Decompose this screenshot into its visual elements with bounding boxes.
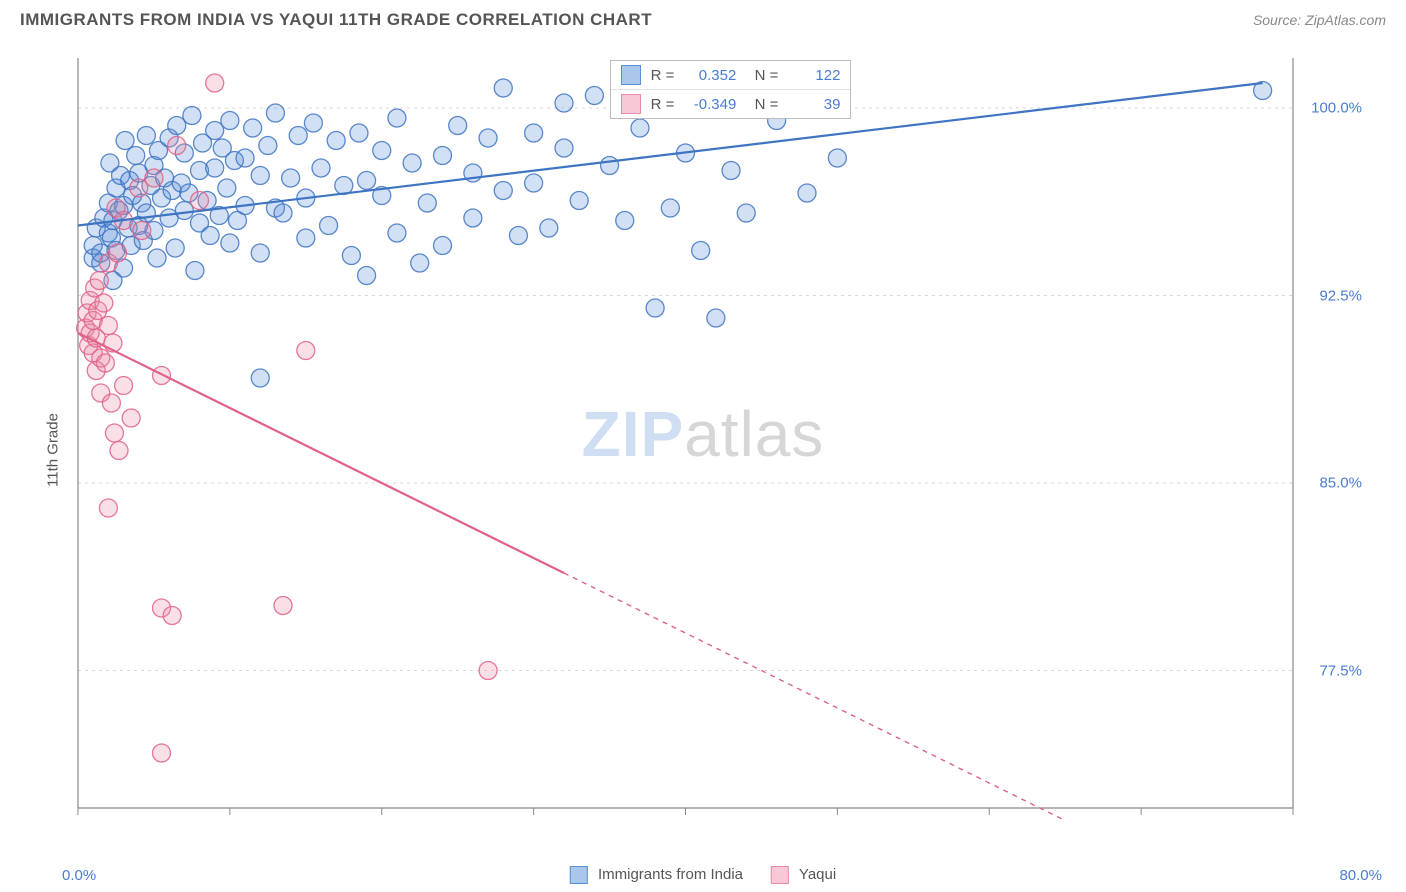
x-axis-min-label: 0.0% — [62, 867, 96, 884]
legend-label-india: Immigrants from India — [598, 866, 743, 883]
stat-n-value: 39 — [788, 96, 840, 113]
stat-swatch — [621, 65, 641, 85]
legend-item-yaqui: Yaqui — [771, 866, 836, 884]
stat-row: R = -0.349 N = 39 — [611, 89, 851, 118]
chart-title: IMMIGRANTS FROM INDIA VS YAQUI 11TH GRAD… — [20, 10, 652, 30]
legend-label-yaqui: Yaqui — [799, 866, 836, 883]
source-attribution: Source: ZipAtlas.com — [1253, 12, 1386, 28]
legend-swatch-yaqui — [771, 866, 789, 884]
y-tick-label: 92.5% — [1319, 287, 1362, 304]
stat-n-label: N = — [746, 67, 778, 84]
chart-area: 11th Grade ZIPatlas R =0.352 N =122R =-0… — [18, 48, 1388, 852]
source-value: ZipAtlas.com — [1305, 12, 1386, 28]
stat-swatch — [621, 94, 641, 114]
stat-n-label: N = — [746, 96, 778, 113]
y-tick-label: 85.0% — [1319, 475, 1362, 492]
source-label: Source: — [1253, 12, 1301, 28]
stat-n-value: 122 — [788, 67, 840, 84]
x-axis-max-label: 80.0% — [1339, 867, 1382, 884]
stat-r-value: -0.349 — [684, 96, 736, 113]
y-axis-label: 11th Grade — [44, 413, 61, 487]
stat-r-label: R = — [651, 96, 675, 113]
legend-item-india: Immigrants from India — [570, 866, 743, 884]
legend: Immigrants from India Yaqui — [570, 866, 836, 884]
legend-swatch-india — [570, 866, 588, 884]
correlation-stats-box: R = 0.352 N = 122 R = -0.349 N = 39 — [610, 60, 852, 119]
y-tick-label: 77.5% — [1319, 662, 1362, 679]
y-tick-label: 100.0% — [1311, 100, 1362, 117]
stat-r-value: 0.352 — [684, 67, 736, 84]
scatter-chart-svg — [18, 48, 1388, 848]
stat-r-label: R = — [651, 67, 675, 84]
stat-row: R = 0.352 N = 122 — [611, 61, 851, 89]
